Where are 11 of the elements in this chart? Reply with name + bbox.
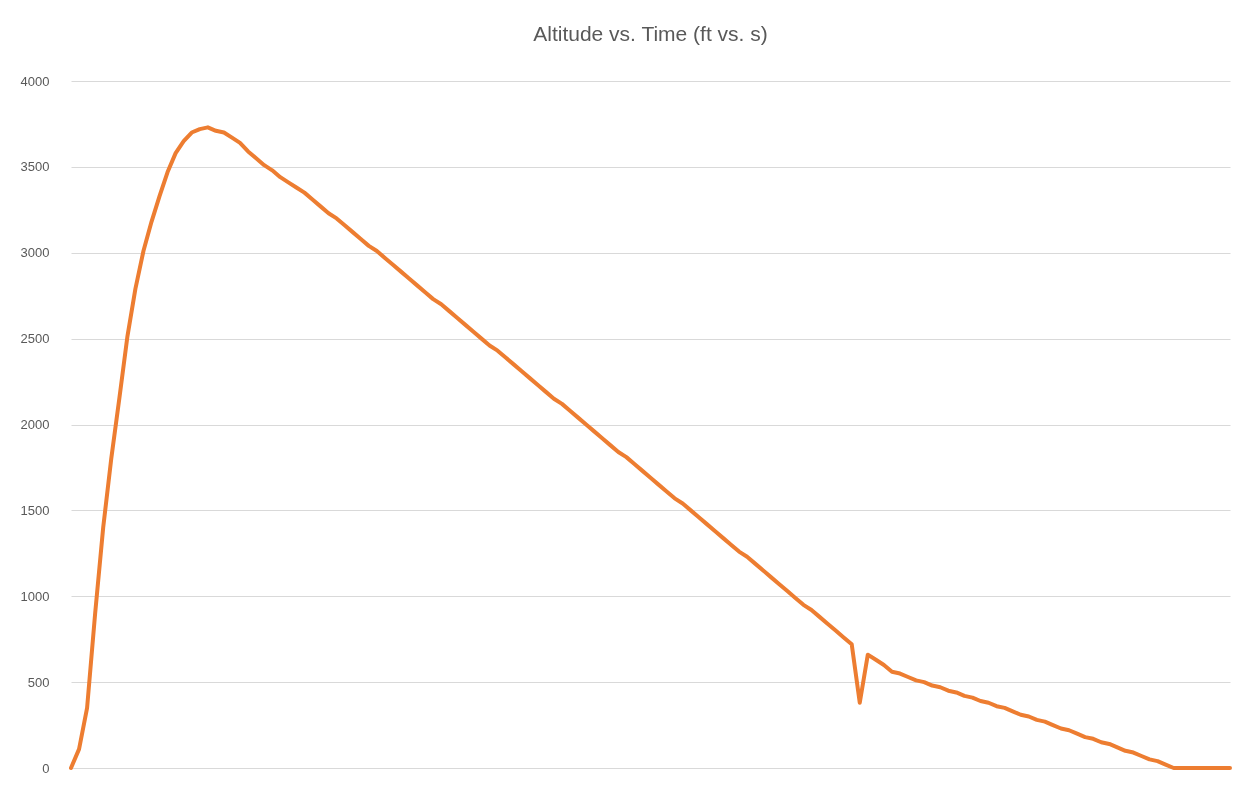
y-tick-label: 3000 — [20, 245, 50, 261]
y-tick-label: 0 — [42, 760, 50, 776]
chart-title: Altitude vs. Time (ft vs. s) — [533, 22, 768, 45]
y-tick-label: 4000 — [20, 73, 50, 89]
y-tick-label: 1000 — [20, 588, 50, 604]
y-tick-label: 500 — [27, 674, 50, 690]
y-tick-label: 3500 — [20, 159, 50, 175]
y-tick-label: 2000 — [20, 417, 50, 432]
line-series — [69, 125, 1232, 770]
y-tick-label: 1500 — [20, 502, 50, 518]
y-tick-label: 2500 — [20, 331, 50, 347]
